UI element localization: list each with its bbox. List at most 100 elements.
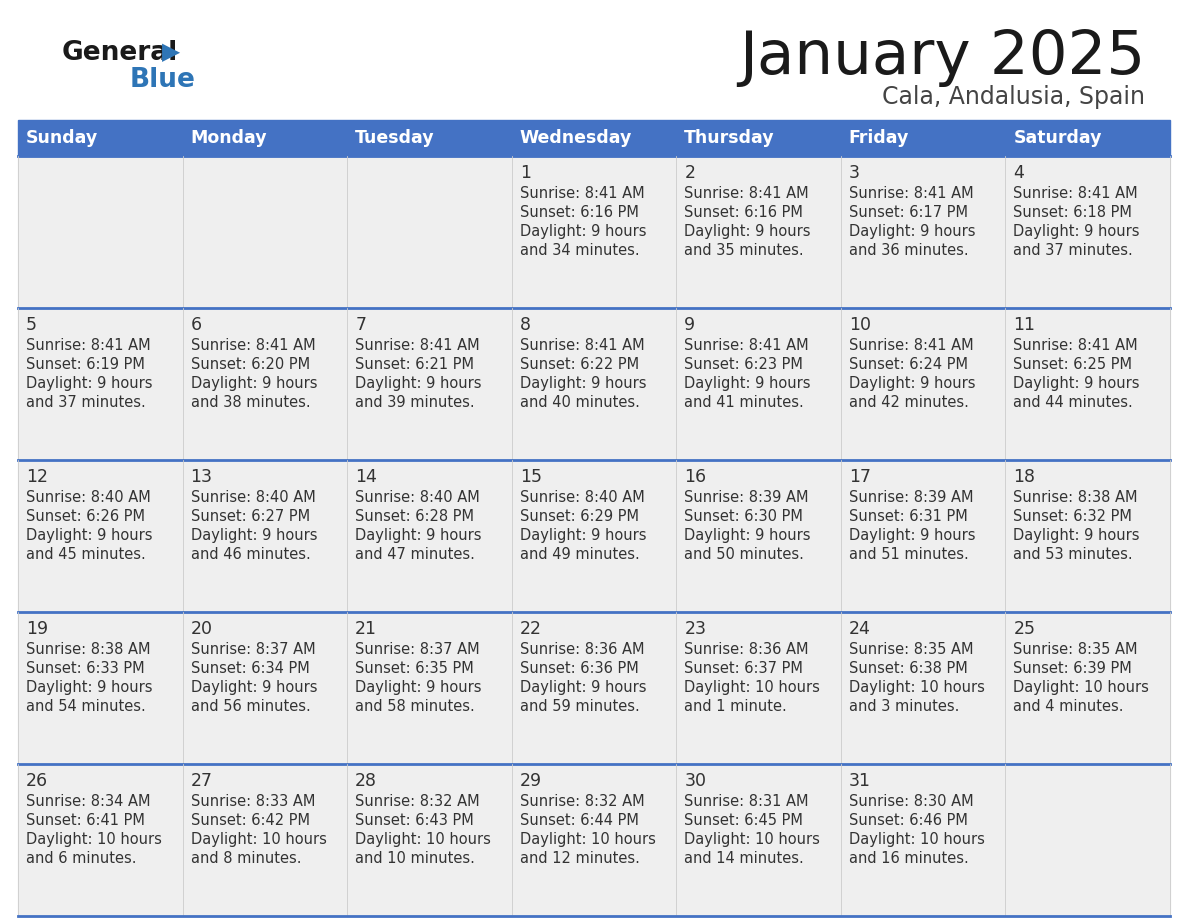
- Text: Sunset: 6:32 PM: Sunset: 6:32 PM: [1013, 509, 1132, 524]
- Text: Sunrise: 8:36 AM: Sunrise: 8:36 AM: [684, 642, 809, 657]
- Text: Daylight: 9 hours: Daylight: 9 hours: [519, 528, 646, 543]
- Text: Sunset: 6:25 PM: Sunset: 6:25 PM: [1013, 357, 1132, 372]
- Text: Sunrise: 8:37 AM: Sunrise: 8:37 AM: [190, 642, 315, 657]
- Text: Daylight: 9 hours: Daylight: 9 hours: [190, 528, 317, 543]
- Text: 28: 28: [355, 772, 377, 790]
- Text: and 54 minutes.: and 54 minutes.: [26, 699, 146, 714]
- Text: 31: 31: [849, 772, 871, 790]
- Text: 21: 21: [355, 620, 377, 638]
- Text: Sunrise: 8:41 AM: Sunrise: 8:41 AM: [26, 338, 151, 353]
- Bar: [18, 612, 1170, 764]
- Text: Sunrise: 8:41 AM: Sunrise: 8:41 AM: [355, 338, 480, 353]
- Text: Sunset: 6:43 PM: Sunset: 6:43 PM: [355, 813, 474, 828]
- Bar: [18, 460, 1170, 612]
- Text: and 37 minutes.: and 37 minutes.: [26, 395, 146, 410]
- Text: 30: 30: [684, 772, 707, 790]
- Text: Daylight: 9 hours: Daylight: 9 hours: [190, 376, 317, 391]
- Text: Friday: Friday: [849, 129, 909, 147]
- Text: and 6 minutes.: and 6 minutes.: [26, 851, 137, 866]
- Text: and 34 minutes.: and 34 minutes.: [519, 243, 639, 258]
- Text: Sunrise: 8:41 AM: Sunrise: 8:41 AM: [519, 186, 644, 201]
- Text: Sunset: 6:35 PM: Sunset: 6:35 PM: [355, 661, 474, 676]
- Text: Daylight: 9 hours: Daylight: 9 hours: [190, 680, 317, 695]
- Text: ▶: ▶: [162, 40, 181, 64]
- Text: Sunrise: 8:41 AM: Sunrise: 8:41 AM: [1013, 186, 1138, 201]
- Text: Sunset: 6:28 PM: Sunset: 6:28 PM: [355, 509, 474, 524]
- Text: 22: 22: [519, 620, 542, 638]
- Text: 12: 12: [26, 468, 48, 486]
- Text: 9: 9: [684, 316, 695, 334]
- Text: Sunrise: 8:32 AM: Sunrise: 8:32 AM: [519, 794, 644, 809]
- Text: and 10 minutes.: and 10 minutes.: [355, 851, 475, 866]
- Text: Daylight: 9 hours: Daylight: 9 hours: [26, 376, 152, 391]
- Text: and 35 minutes.: and 35 minutes.: [684, 243, 804, 258]
- Text: Sunset: 6:37 PM: Sunset: 6:37 PM: [684, 661, 803, 676]
- Text: Sunrise: 8:38 AM: Sunrise: 8:38 AM: [1013, 490, 1138, 505]
- Text: Sunrise: 8:41 AM: Sunrise: 8:41 AM: [1013, 338, 1138, 353]
- Text: 29: 29: [519, 772, 542, 790]
- Text: Daylight: 10 hours: Daylight: 10 hours: [684, 680, 820, 695]
- Text: 14: 14: [355, 468, 377, 486]
- Text: Daylight: 9 hours: Daylight: 9 hours: [355, 680, 481, 695]
- Text: 16: 16: [684, 468, 707, 486]
- Text: and 36 minutes.: and 36 minutes.: [849, 243, 968, 258]
- Text: Daylight: 9 hours: Daylight: 9 hours: [849, 224, 975, 239]
- Text: and 8 minutes.: and 8 minutes.: [190, 851, 301, 866]
- Text: Daylight: 9 hours: Daylight: 9 hours: [684, 376, 810, 391]
- Text: Daylight: 9 hours: Daylight: 9 hours: [26, 528, 152, 543]
- Text: and 46 minutes.: and 46 minutes.: [190, 547, 310, 562]
- Text: Sunrise: 8:41 AM: Sunrise: 8:41 AM: [519, 338, 644, 353]
- Text: Daylight: 9 hours: Daylight: 9 hours: [1013, 224, 1140, 239]
- Text: 23: 23: [684, 620, 707, 638]
- Text: Sunset: 6:39 PM: Sunset: 6:39 PM: [1013, 661, 1132, 676]
- Text: Sunset: 6:31 PM: Sunset: 6:31 PM: [849, 509, 967, 524]
- Text: Daylight: 10 hours: Daylight: 10 hours: [849, 832, 985, 847]
- Text: Sunset: 6:26 PM: Sunset: 6:26 PM: [26, 509, 145, 524]
- Text: 11: 11: [1013, 316, 1036, 334]
- Text: Thursday: Thursday: [684, 129, 775, 147]
- Text: 4: 4: [1013, 164, 1024, 182]
- Text: 13: 13: [190, 468, 213, 486]
- Text: Sunset: 6:34 PM: Sunset: 6:34 PM: [190, 661, 309, 676]
- Text: Daylight: 9 hours: Daylight: 9 hours: [684, 224, 810, 239]
- Text: Sunday: Sunday: [26, 129, 99, 147]
- Text: Daylight: 9 hours: Daylight: 9 hours: [849, 528, 975, 543]
- Text: Sunset: 6:36 PM: Sunset: 6:36 PM: [519, 661, 638, 676]
- Text: 20: 20: [190, 620, 213, 638]
- Bar: [18, 308, 1170, 460]
- Text: and 39 minutes.: and 39 minutes.: [355, 395, 475, 410]
- Text: Tuesday: Tuesday: [355, 129, 435, 147]
- Text: Daylight: 9 hours: Daylight: 9 hours: [355, 528, 481, 543]
- Text: 25: 25: [1013, 620, 1036, 638]
- Text: and 41 minutes.: and 41 minutes.: [684, 395, 804, 410]
- Text: Daylight: 9 hours: Daylight: 9 hours: [1013, 376, 1140, 391]
- Text: and 40 minutes.: and 40 minutes.: [519, 395, 639, 410]
- Text: Daylight: 10 hours: Daylight: 10 hours: [684, 832, 820, 847]
- Text: Sunset: 6:29 PM: Sunset: 6:29 PM: [519, 509, 639, 524]
- Text: 8: 8: [519, 316, 531, 334]
- Text: Sunrise: 8:31 AM: Sunrise: 8:31 AM: [684, 794, 809, 809]
- Text: Daylight: 9 hours: Daylight: 9 hours: [519, 376, 646, 391]
- Text: Daylight: 9 hours: Daylight: 9 hours: [684, 528, 810, 543]
- Text: 18: 18: [1013, 468, 1036, 486]
- Text: Sunrise: 8:41 AM: Sunrise: 8:41 AM: [849, 338, 973, 353]
- Text: 27: 27: [190, 772, 213, 790]
- Text: Daylight: 9 hours: Daylight: 9 hours: [1013, 528, 1140, 543]
- Text: Sunset: 6:41 PM: Sunset: 6:41 PM: [26, 813, 145, 828]
- Text: Monday: Monday: [190, 129, 267, 147]
- Text: and 4 minutes.: and 4 minutes.: [1013, 699, 1124, 714]
- Text: Sunset: 6:44 PM: Sunset: 6:44 PM: [519, 813, 639, 828]
- Text: Daylight: 10 hours: Daylight: 10 hours: [26, 832, 162, 847]
- Text: Sunrise: 8:39 AM: Sunrise: 8:39 AM: [849, 490, 973, 505]
- Text: Sunrise: 8:35 AM: Sunrise: 8:35 AM: [1013, 642, 1138, 657]
- Text: Sunrise: 8:41 AM: Sunrise: 8:41 AM: [684, 186, 809, 201]
- Text: Sunrise: 8:41 AM: Sunrise: 8:41 AM: [190, 338, 315, 353]
- Text: 2: 2: [684, 164, 695, 182]
- Text: Sunset: 6:46 PM: Sunset: 6:46 PM: [849, 813, 968, 828]
- Text: Blue: Blue: [129, 67, 196, 93]
- Text: Sunset: 6:16 PM: Sunset: 6:16 PM: [684, 205, 803, 220]
- Text: 7: 7: [355, 316, 366, 334]
- Text: and 1 minute.: and 1 minute.: [684, 699, 786, 714]
- Text: Sunrise: 8:39 AM: Sunrise: 8:39 AM: [684, 490, 809, 505]
- Text: Sunset: 6:38 PM: Sunset: 6:38 PM: [849, 661, 967, 676]
